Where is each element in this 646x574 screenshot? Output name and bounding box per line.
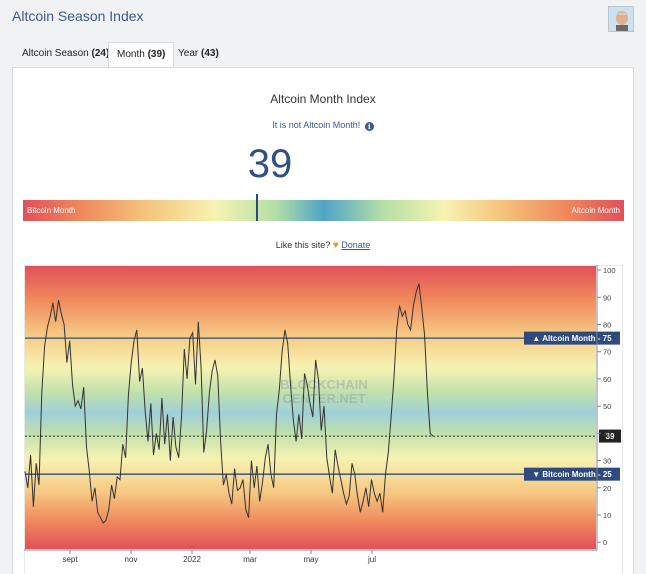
page-title: Altcoin Season Index xyxy=(12,8,144,24)
scale-marker xyxy=(256,194,259,221)
tab-month-count: (39) xyxy=(147,49,166,60)
index-panel: Altcoin Month Index It is not Altcoin Mo… xyxy=(12,67,634,574)
y-tick-label: 0 xyxy=(603,538,607,547)
tab-altcoin-season[interactable]: Altcoin Season (24) xyxy=(22,42,109,68)
y-tick-label: 100 xyxy=(603,266,616,275)
y-tick-label: 40 xyxy=(603,429,611,438)
tab-month-label: Month xyxy=(117,49,145,60)
tab-altcoin-season-label: Altcoin Season xyxy=(22,48,89,59)
donate-link[interactable]: Donate xyxy=(341,240,371,250)
y-tick-label: 20 xyxy=(603,484,611,493)
tab-year[interactable]: Year (43) xyxy=(178,42,219,68)
support-line: Like this site? ♥ Donate xyxy=(13,240,633,251)
support-text: Like this site? xyxy=(275,240,331,250)
user-avatar[interactable] xyxy=(608,6,634,32)
x-tick-label: sept xyxy=(62,555,78,564)
y-tick-label: 30 xyxy=(603,457,611,466)
index-status: It is not Altcoin Month! i xyxy=(13,120,633,131)
tab-altcoin-season-count: (24) xyxy=(91,48,110,59)
y-tick-label: 10 xyxy=(603,511,611,520)
index-scale-bar: Bitcoin Month Altcoin Month xyxy=(23,200,624,221)
index-series-line xyxy=(24,283,434,524)
altcoin-threshold-label: ▲ Altcoin Month - 75 xyxy=(532,334,612,343)
avatar-image xyxy=(609,7,633,31)
x-tick-label: 2022 xyxy=(183,555,201,564)
y-tick-label: 70 xyxy=(603,348,611,357)
index-value: 39 xyxy=(247,142,293,186)
x-tick-label: may xyxy=(303,555,318,564)
watermark-text: BLOCKCHAIN xyxy=(280,377,367,392)
y-tick-label: 60 xyxy=(603,375,611,384)
threshold-label-box xyxy=(524,331,620,345)
y-tick-label: 90 xyxy=(603,293,611,302)
current-value-label: 39 xyxy=(606,432,615,441)
x-tick-label: nov xyxy=(125,555,138,564)
index-title: Altcoin Month Index xyxy=(270,92,376,106)
watermark-text: CENTER.NET xyxy=(282,391,365,406)
tab-year-label: Year xyxy=(178,48,199,59)
threshold-label-box xyxy=(524,467,620,481)
bitcoin-threshold-label: ▼ Bitcoin Month - 25 xyxy=(532,470,612,479)
tab-month[interactable]: Month (39) xyxy=(108,42,175,69)
index-status-text: It is not Altcoin Month! xyxy=(272,120,361,130)
scale-label-altcoin: Altcoin Month xyxy=(571,206,620,215)
heart-icon: ♥ xyxy=(332,240,339,251)
x-tick-label: mar xyxy=(243,555,257,564)
y-tick-label: 80 xyxy=(603,321,611,330)
tab-year-count: (43) xyxy=(201,48,219,59)
y-tick-label: 50 xyxy=(603,402,611,411)
info-icon[interactable]: i xyxy=(364,122,374,131)
scale-label-bitcoin: Bitcoin Month xyxy=(27,206,76,215)
current-value-box xyxy=(599,429,621,443)
x-tick-label: jul xyxy=(367,555,376,564)
